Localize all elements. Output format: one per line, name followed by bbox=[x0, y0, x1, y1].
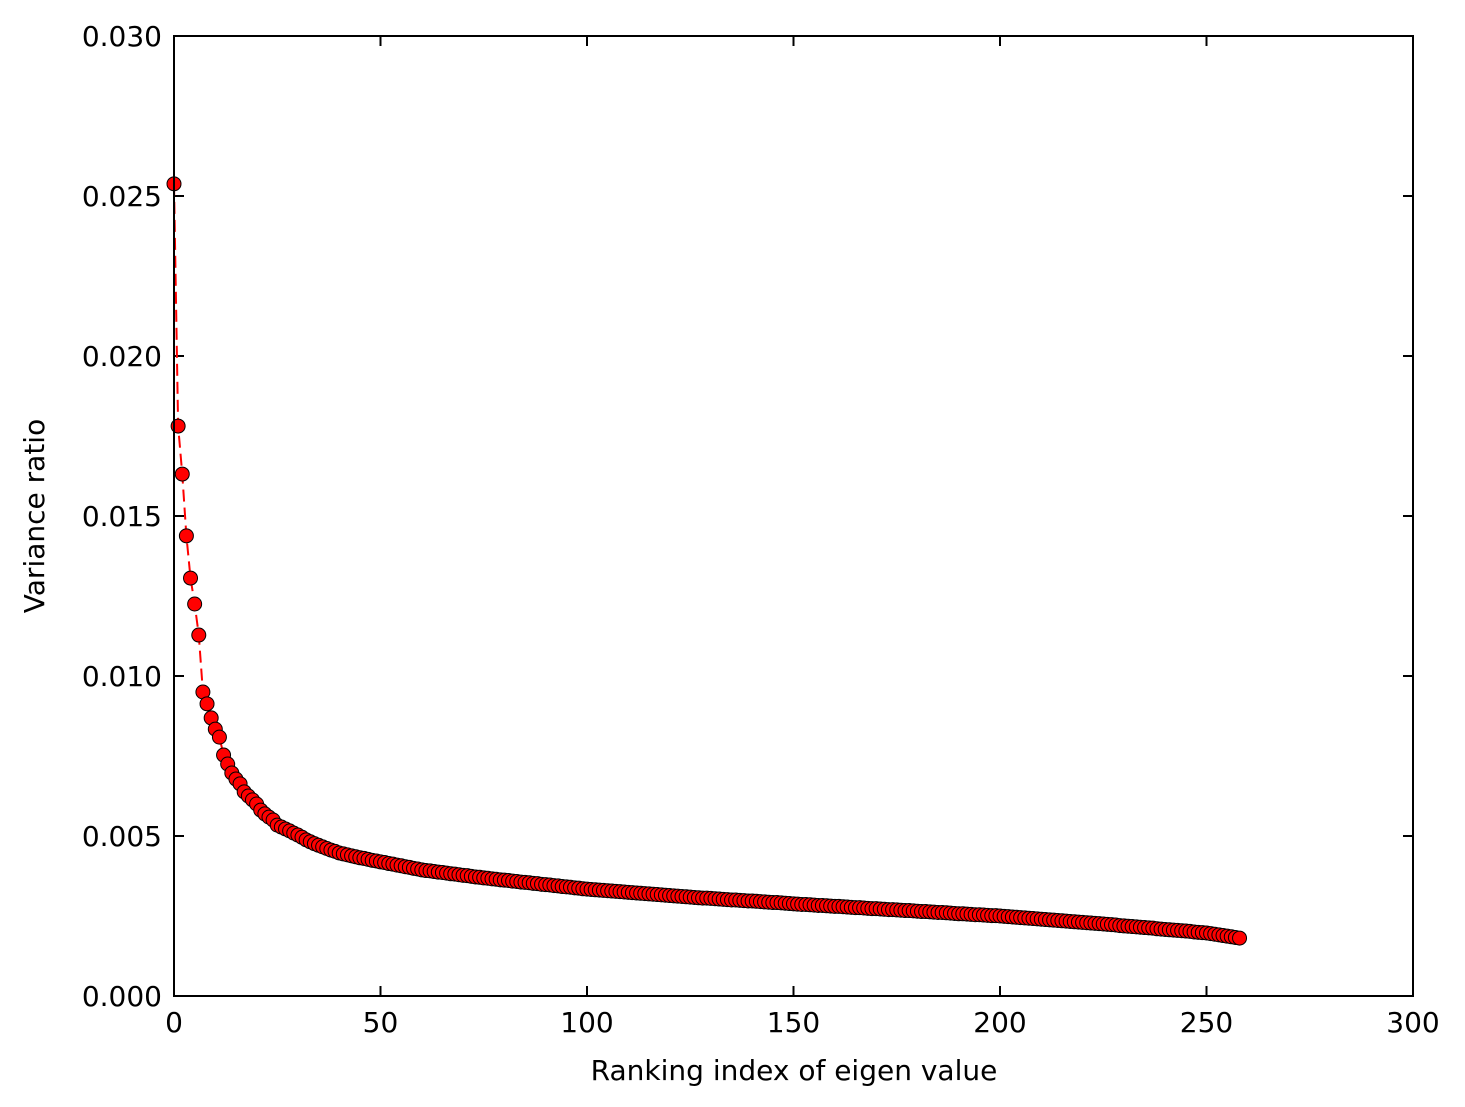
y-tick-label: 0.020 bbox=[82, 340, 162, 373]
data-point bbox=[183, 570, 199, 586]
x-tick-label: 0 bbox=[165, 1006, 183, 1039]
x-tick-label: 100 bbox=[560, 1006, 613, 1039]
y-tick-label: 0.005 bbox=[82, 820, 162, 853]
x-tick-label: 250 bbox=[1180, 1006, 1233, 1039]
x-tick-label: 300 bbox=[1386, 1006, 1439, 1039]
data-point bbox=[174, 466, 190, 482]
data-point bbox=[191, 627, 207, 643]
x-tick-label: 50 bbox=[363, 1006, 399, 1039]
data-point bbox=[178, 528, 194, 544]
x-tick-label: 150 bbox=[767, 1006, 820, 1039]
y-tick-label: 0.015 bbox=[82, 500, 162, 533]
data-point bbox=[211, 729, 227, 745]
plot-area: 0 50 100 150 200 250 300 0.000 0.005 0.010 0.015 0.… bbox=[82, 20, 1440, 1039]
y-tick-label: 0.010 bbox=[82, 660, 162, 693]
y-tick-label: 0.025 bbox=[82, 180, 162, 213]
data-point bbox=[187, 596, 203, 612]
x-axis-label: Ranking index of eigen value bbox=[591, 1054, 998, 1087]
plot-frame bbox=[173, 35, 1414, 997]
x-tick-label: 200 bbox=[973, 1006, 1026, 1039]
y-tick-label: 0.030 bbox=[82, 20, 162, 53]
y-tick-label: 0.000 bbox=[82, 980, 162, 1013]
y-axis-label: Variance ratio bbox=[18, 419, 51, 613]
data-point bbox=[1232, 930, 1248, 946]
data-point bbox=[199, 696, 215, 712]
